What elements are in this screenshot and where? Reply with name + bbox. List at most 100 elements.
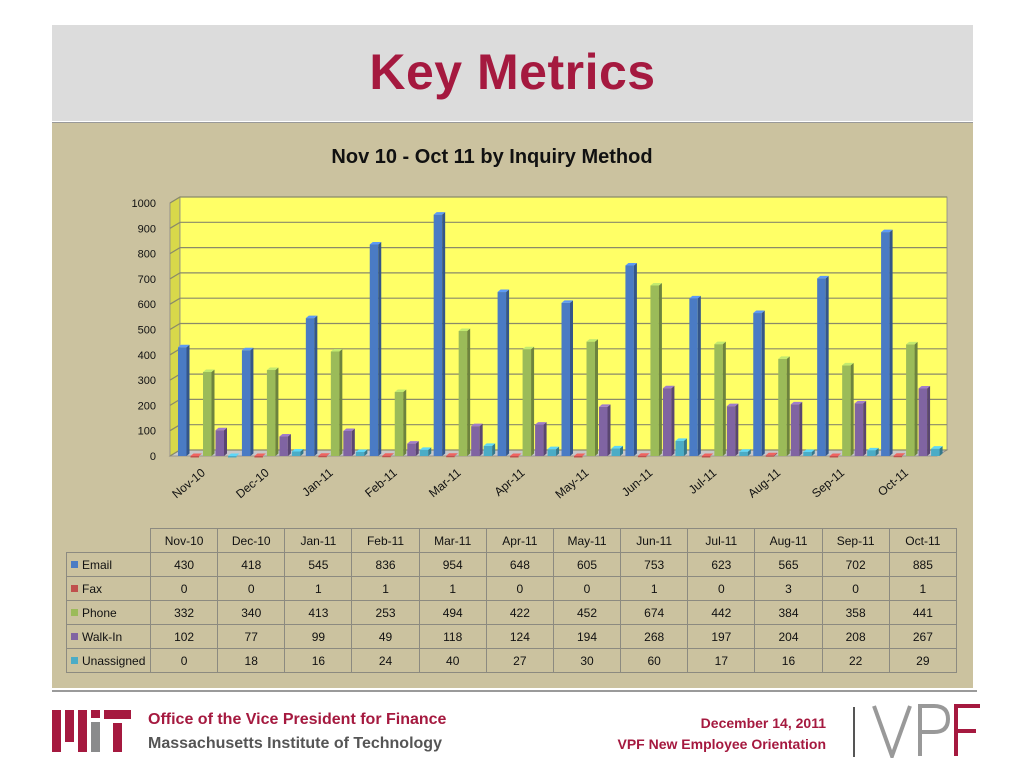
- table-cell: 494: [418, 600, 487, 625]
- bar-phone-nov-10: [203, 369, 215, 456]
- x-tick-label: Jun-11: [619, 465, 656, 499]
- table-cell: 3: [754, 576, 823, 601]
- table-column-header: Oct-11: [888, 528, 958, 553]
- bar-fax-jun-11: [637, 453, 650, 458]
- table-cell: 1: [351, 576, 420, 601]
- table-cell: 452: [552, 600, 622, 625]
- bar-unassigned-mar-11: [483, 443, 496, 456]
- table-column-header: Apr-11: [485, 528, 554, 553]
- bar-unassigned-nov-10: [228, 453, 240, 458]
- table-cell: 413: [284, 600, 353, 625]
- table-cell: 623: [687, 552, 756, 577]
- series-name: Email: [82, 557, 113, 572]
- table-column-header: Jan-11: [284, 528, 353, 553]
- table-column-header: Dec-10: [217, 528, 286, 553]
- bar-fax-aug-11: [765, 452, 778, 457]
- table-row: Fax 0 0 1 1 1 0 0 1 0 3 0 1: [66, 576, 958, 601]
- bar-unassigned-jul-11: [739, 449, 751, 456]
- legend-key: [71, 560, 78, 568]
- bar-unassigned-sep-11: [867, 447, 879, 456]
- y-tick-label: 1000: [132, 198, 156, 210]
- y-tick-label: 100: [138, 426, 156, 438]
- table-row: Phone 332 340 413 253 494 422 452 674 442 384 358 44…: [66, 600, 958, 625]
- table-cell: 208: [821, 624, 890, 649]
- table-cell: 0: [149, 576, 219, 601]
- table-cell: 1: [284, 576, 353, 601]
- table-cell: 0: [552, 576, 622, 601]
- data-table: Nov-10 Dec-10 Jan-11 Feb-11 Mar-11 Apr-11 May-…: [66, 528, 958, 673]
- table-cell: 442: [687, 600, 756, 625]
- table-cell: 194: [552, 624, 622, 649]
- table-cell: 954: [418, 552, 487, 577]
- table-cell: 16: [754, 648, 823, 673]
- table-cell: 18: [217, 648, 286, 673]
- series-name: Unassigned: [82, 653, 146, 668]
- bar-email-may-11: [561, 300, 573, 456]
- table-cell: 197: [687, 624, 756, 649]
- series-name: Fax: [82, 581, 103, 596]
- table-cell: 430: [149, 552, 219, 577]
- table-cell: 358: [821, 600, 890, 625]
- table-cell: 0: [687, 576, 756, 601]
- bar-email-feb-11: [369, 241, 382, 456]
- bar-fax-apr-11: [510, 453, 522, 458]
- bar-phone-oct-11: [906, 341, 918, 456]
- bar-fax-nov-10: [190, 453, 202, 458]
- bar-walk-in-nov-10: [215, 427, 227, 456]
- table-cell: 702: [821, 552, 890, 577]
- y-tick-label: 700: [138, 274, 156, 286]
- bar-walk-in-dec-10: [279, 434, 291, 456]
- bar-walk-in-aug-11: [790, 401, 803, 456]
- bar-email-jul-11: [689, 295, 701, 456]
- bar-walk-in-jan-11: [343, 428, 355, 456]
- x-tick-label: Feb-11: [362, 465, 400, 500]
- bar-unassigned-oct-11: [931, 446, 943, 456]
- table-cell: 441: [888, 600, 958, 625]
- table-cell: 648: [485, 552, 554, 577]
- bar-email-sep-11: [817, 275, 829, 456]
- table-cell: 0: [821, 576, 890, 601]
- table-cell: 24: [351, 648, 420, 673]
- slide-title: Key Metrics: [369, 44, 656, 100]
- bar-unassigned-jan-11: [355, 449, 368, 456]
- table-cell: 340: [217, 600, 286, 625]
- x-tick-label: Sep-11: [809, 465, 847, 500]
- bar-fax-mar-11: [446, 453, 458, 458]
- table-cell: 124: [485, 624, 554, 649]
- table-cell: 27: [485, 648, 554, 673]
- table-row: Walk-In 102 77 99 49 118 124 194 268 197 204 208 267: [66, 624, 958, 649]
- bar-fax-dec-10: [254, 453, 266, 458]
- table-cell: 16: [284, 648, 353, 673]
- table-cell: 30: [552, 648, 622, 673]
- bar-phone-jul-11: [714, 341, 726, 456]
- x-tick-label: Mar-11: [426, 465, 464, 500]
- table-cell: 268: [620, 624, 689, 649]
- x-tick-label: Oct-11: [875, 465, 911, 499]
- table-cell: 22: [821, 648, 890, 673]
- bar-unassigned-dec-10: [291, 448, 304, 456]
- gridline: [169, 272, 947, 280]
- table-cell: 0: [217, 576, 286, 601]
- footer-org-name: Office of the Vice President for Finance: [148, 711, 447, 728]
- bar-unassigned-may-11: [611, 445, 623, 456]
- bar-walk-in-jun-11: [662, 385, 675, 456]
- bar-phone-aug-11: [778, 356, 790, 456]
- vpf-divider: [853, 707, 855, 757]
- table-column-header: Aug-11: [754, 528, 823, 553]
- chart-title: Nov 10 - Oct 11 by Inquiry Method: [331, 146, 652, 168]
- gridline: [169, 196, 947, 204]
- bar-email-dec-10: [241, 347, 254, 456]
- legend-key: [71, 608, 78, 616]
- table-column-header: Sep-11: [821, 528, 890, 553]
- table-column-header: Mar-11: [418, 528, 487, 553]
- legend-key: [71, 584, 78, 592]
- series-label: Unassigned: [66, 648, 151, 673]
- bar-phone-jun-11: [650, 282, 662, 456]
- bar-phone-mar-11: [458, 328, 471, 456]
- bar-phone-apr-11: [522, 346, 535, 456]
- footer-divider: [52, 690, 977, 692]
- table-cell: 77: [217, 624, 286, 649]
- table-corner: [66, 528, 151, 553]
- table-cell: 40: [418, 648, 487, 673]
- bar-email-nov-10: [178, 344, 190, 456]
